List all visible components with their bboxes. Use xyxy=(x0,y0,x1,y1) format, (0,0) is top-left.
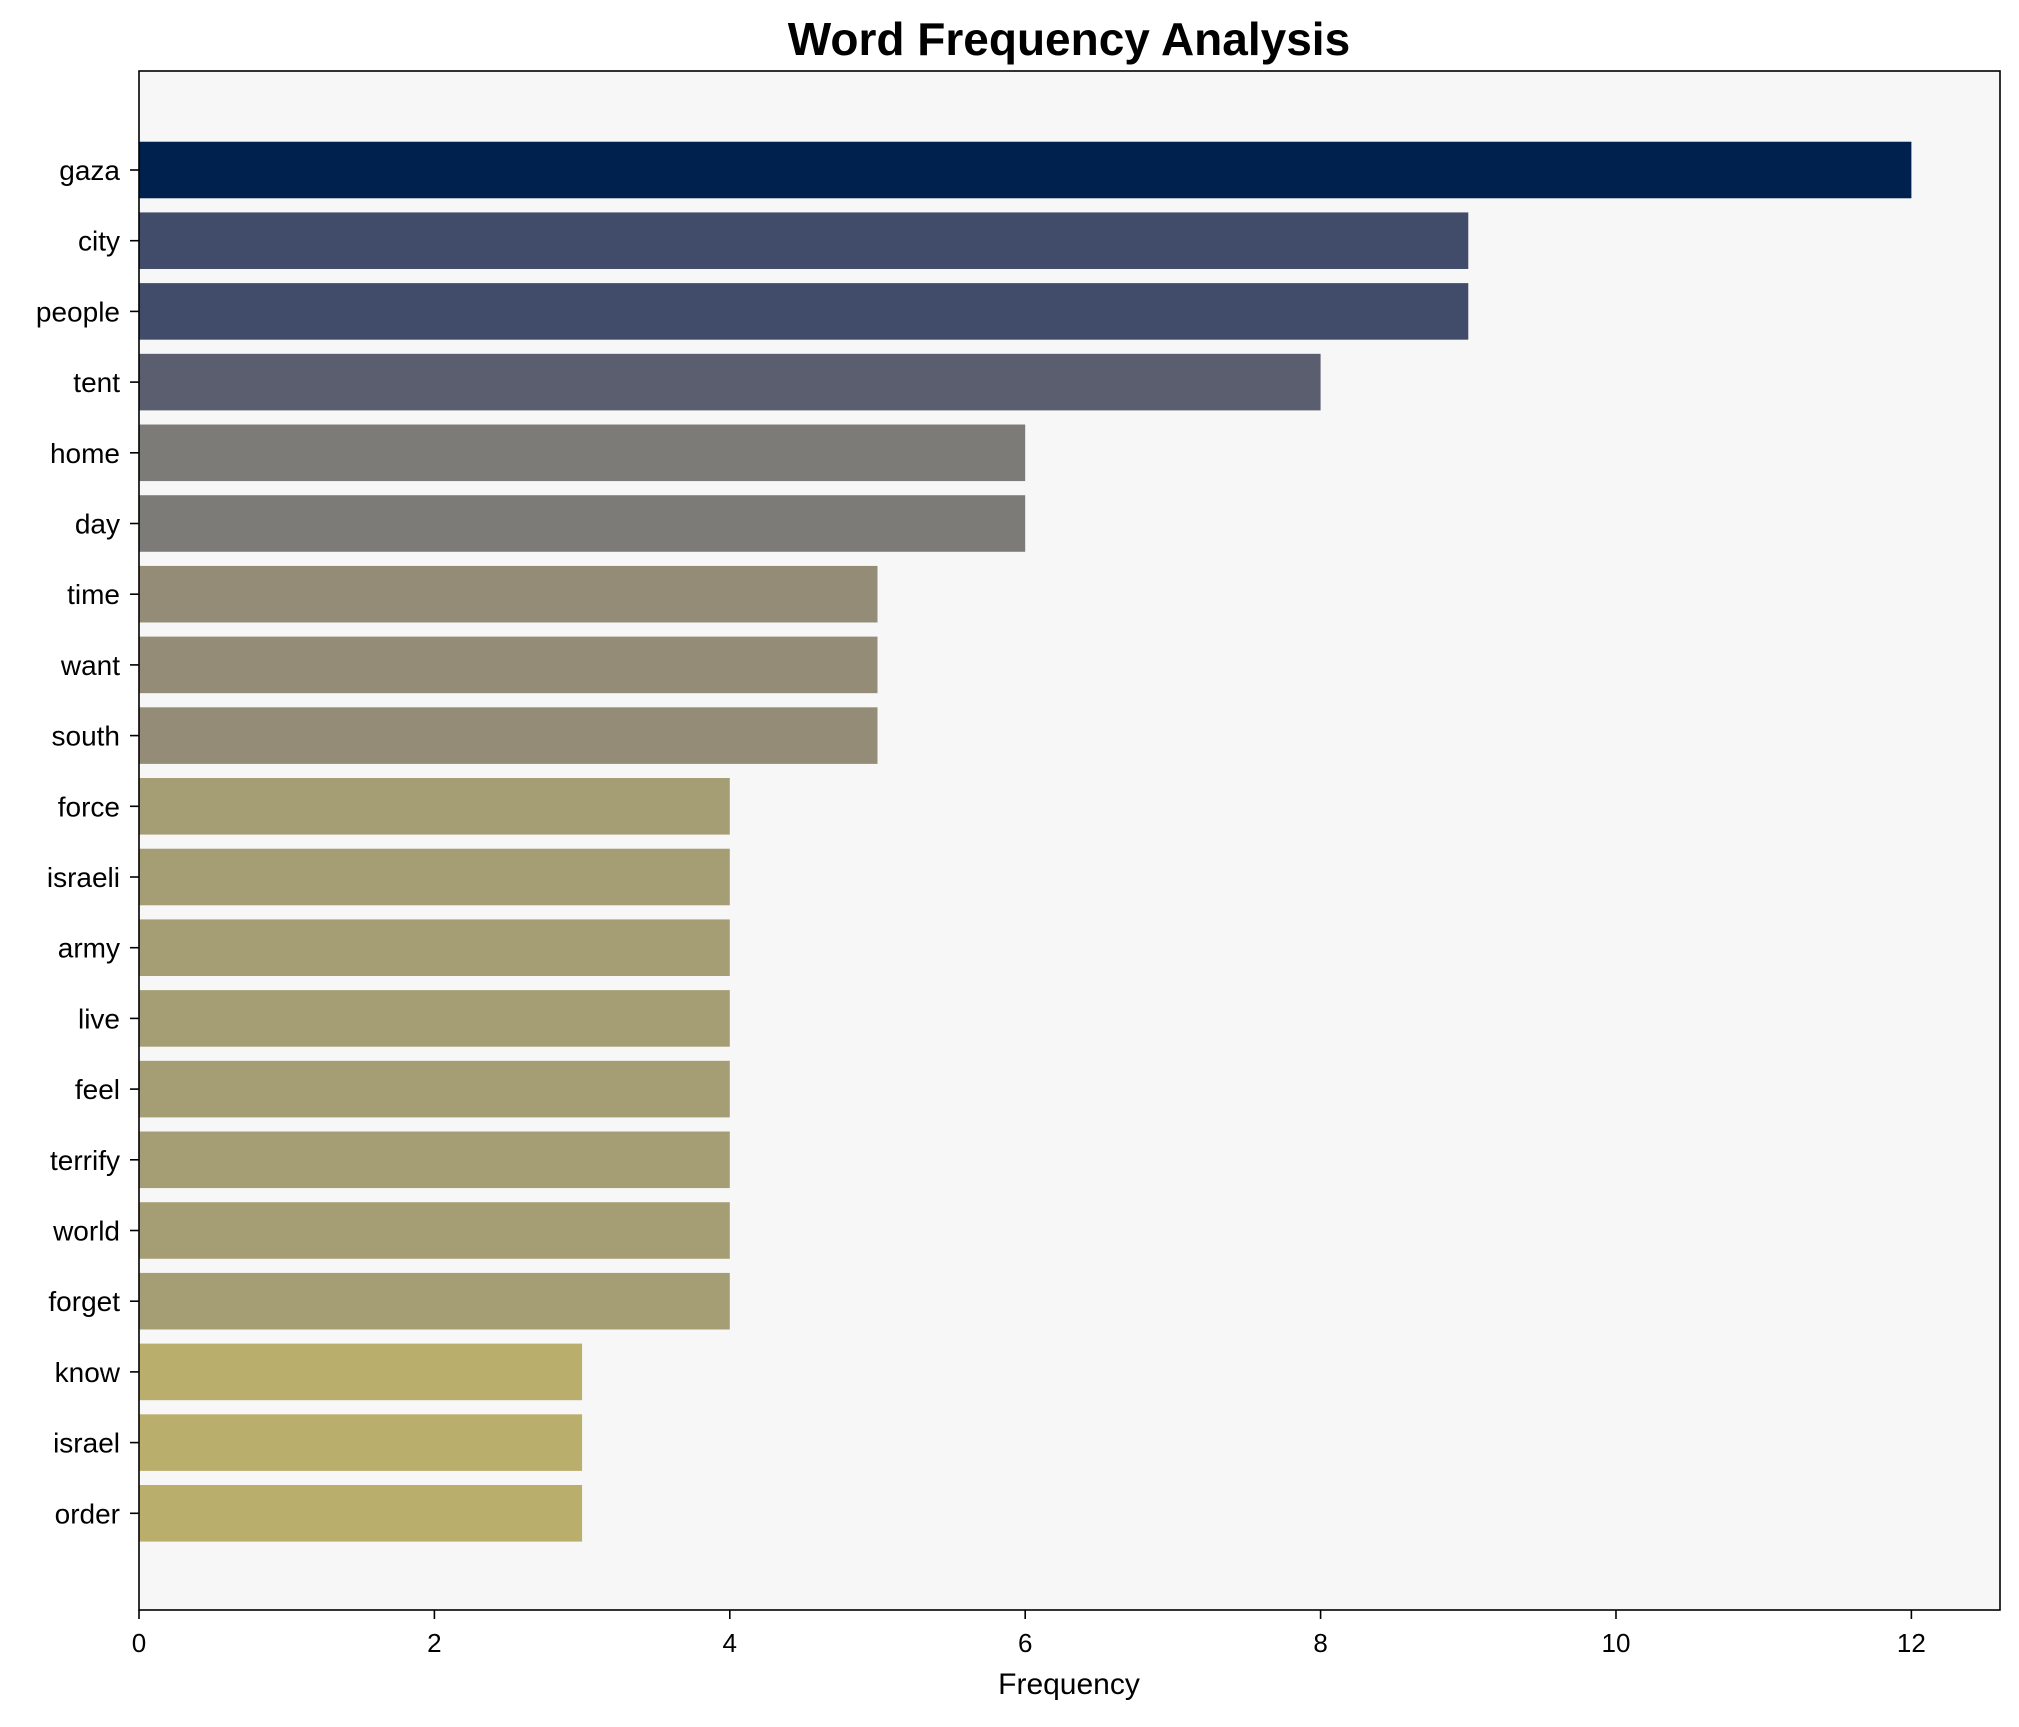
bar-feel xyxy=(139,1060,730,1118)
y-tick-label: gaza xyxy=(59,155,120,186)
x-axis-label: Frequency xyxy=(998,1668,1140,1701)
y-tick-label: live xyxy=(78,1003,120,1034)
chart-title: Word Frequency Analysis xyxy=(788,13,1350,65)
bar-army xyxy=(139,919,730,976)
x-tick-label: 0 xyxy=(132,1628,146,1658)
bar-time xyxy=(139,565,878,623)
x-tick-label: 2 xyxy=(427,1628,441,1658)
bar-live xyxy=(139,990,730,1047)
x-tick-label: 4 xyxy=(723,1628,737,1658)
bar-gaza xyxy=(139,141,1912,199)
x-tick-label: 10 xyxy=(1602,1628,1631,1658)
y-tick-label: army xyxy=(58,933,120,964)
bar-world xyxy=(139,1202,730,1259)
bar-know xyxy=(139,1343,583,1401)
bar-force xyxy=(139,778,730,835)
x-tick-label: 8 xyxy=(1313,1628,1327,1658)
y-tick-label: order xyxy=(55,1498,120,1529)
bar-forget xyxy=(139,1272,730,1330)
y-tick-label: israeli xyxy=(47,862,120,893)
y-tick-label: south xyxy=(52,721,121,752)
bar-order xyxy=(139,1485,583,1542)
bar-people xyxy=(139,283,1469,340)
bar-terrify xyxy=(139,1131,730,1189)
bar-day xyxy=(139,495,1026,552)
y-tick-label: force xyxy=(58,791,120,822)
y-tick-label: people xyxy=(36,296,120,327)
y-tick-label: terrify xyxy=(50,1145,120,1176)
bar-want xyxy=(139,636,878,694)
y-tick-label: know xyxy=(55,1357,121,1388)
y-tick-label: want xyxy=(60,650,120,681)
y-tick-label: israel xyxy=(53,1428,120,1459)
bar-south xyxy=(139,707,878,764)
x-tick-label: 6 xyxy=(1018,1628,1032,1658)
y-tick-label: feel xyxy=(75,1074,120,1105)
x-tick-label: 12 xyxy=(1897,1628,1926,1658)
bar-israel xyxy=(139,1414,583,1471)
y-tick-label: home xyxy=(50,438,120,469)
y-tick-label: city xyxy=(78,226,120,257)
bar-tent xyxy=(139,353,1321,411)
y-tick-label: time xyxy=(67,579,120,610)
bar-israeli xyxy=(139,848,730,906)
plot-frame xyxy=(138,70,2001,1611)
bar-home xyxy=(139,424,1026,482)
y-tick-label: day xyxy=(75,509,120,540)
y-tick-label: tent xyxy=(73,367,120,398)
y-tick-label: forget xyxy=(48,1286,120,1317)
bar-city xyxy=(139,212,1469,269)
y-tick-label: world xyxy=(52,1216,120,1247)
